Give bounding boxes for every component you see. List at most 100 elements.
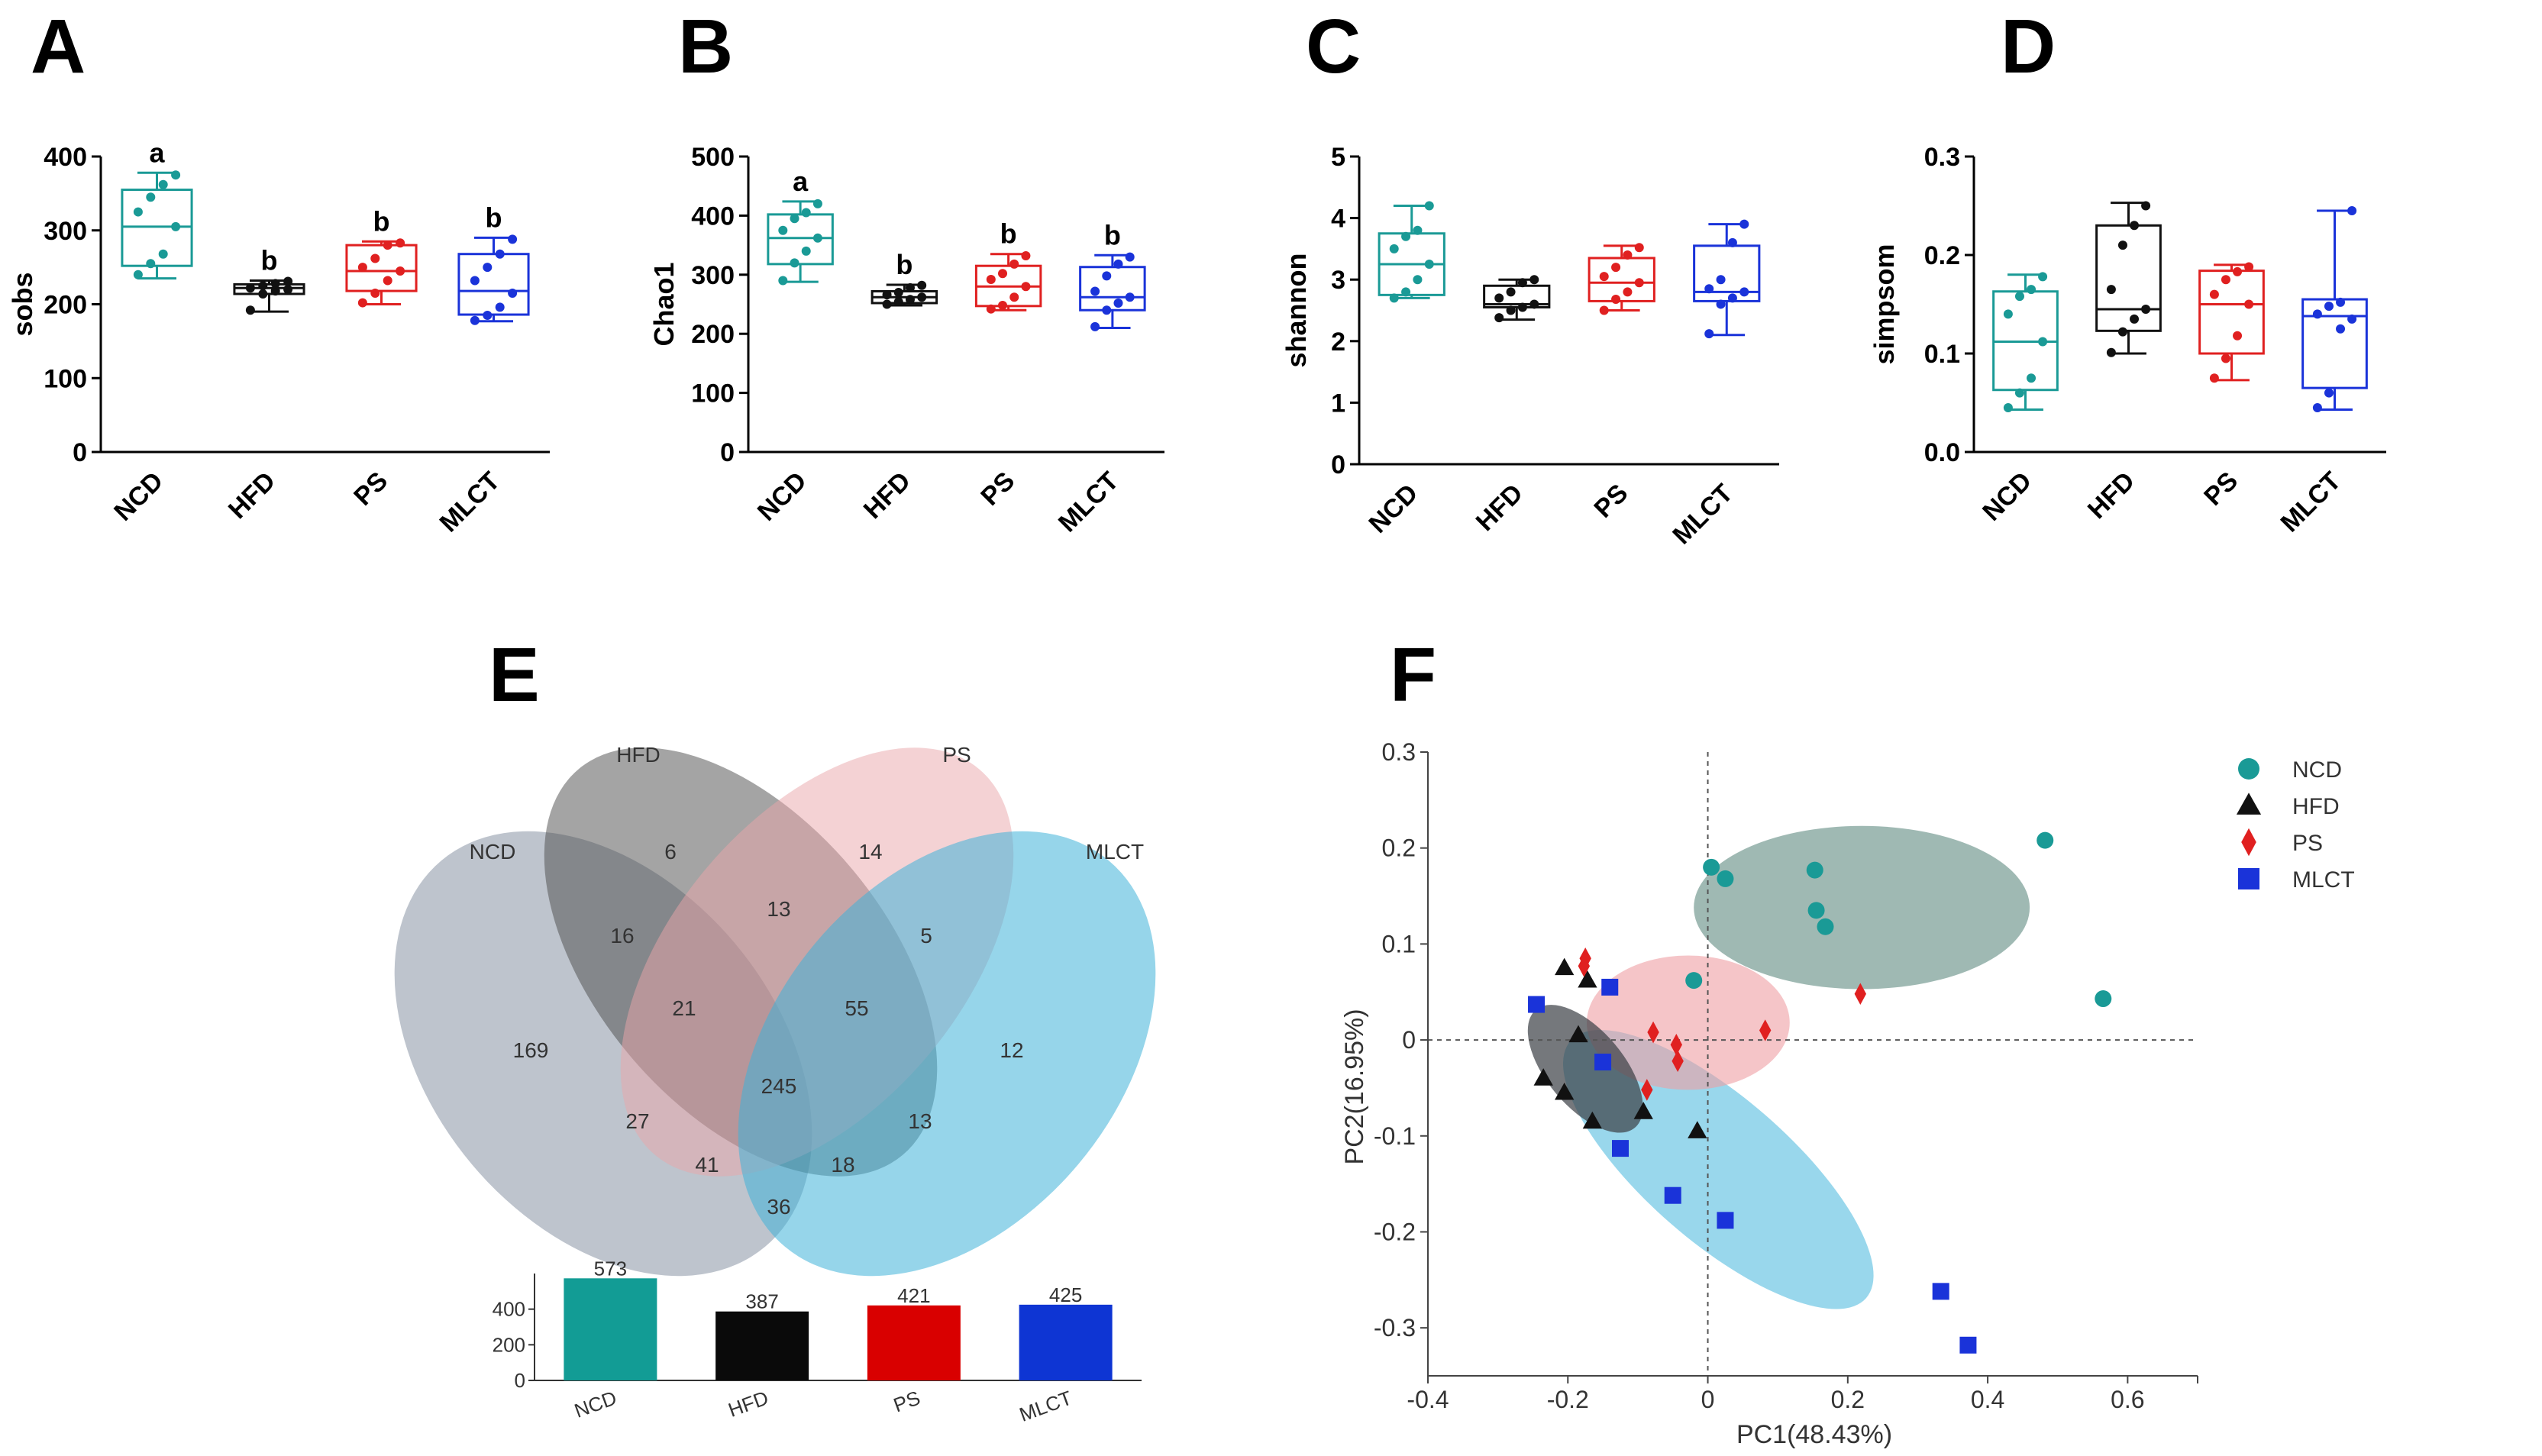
data-point [383,241,392,250]
pca-y-tick-label: -0.3 [1374,1314,1416,1341]
x-tick-label: HFD [1471,479,1529,537]
data-point [1113,298,1123,308]
data-point [1102,271,1112,281]
data-point [801,246,811,256]
bar-value-label: 425 [1049,1283,1082,1306]
pca-scatter: 0.3 0.2 0.1 0 -0.1 -0.2 -0.3 -0.4 -0.2 0 0.2 0.4 0.6… [1340,738,2355,1449]
y-tick-label: 400 [44,143,87,172]
bar-y-tick-label: 0 [515,1369,525,1392]
significance-letter: b [896,249,912,280]
box-ps [1588,257,1655,302]
data-point [1611,294,1621,304]
panel-letter-e: E [489,632,540,718]
panel-letter-b: B [678,4,733,89]
y-axis-label: Chao1 [648,262,680,346]
data-point [2106,347,2116,357]
data-point [171,170,181,180]
pca-point-mlct [1717,1212,1734,1229]
box-mlct [457,253,530,316]
venn-region-ps-mlct: 5 [920,924,932,948]
y-tick-label: 200 [44,291,87,320]
data-point [1494,293,1504,303]
venn-label-mlct: MLCT [1086,840,1144,864]
data-point [1529,299,1539,309]
pca-point-hfd [1688,1121,1707,1138]
bar-ncd [564,1278,657,1380]
data-point [1727,237,1737,247]
data-point [2027,373,2037,383]
panel-letter-d: D [2001,4,2056,89]
bar-ps [867,1305,961,1380]
y-tick-label: 100 [691,379,735,408]
legend-marker-hfd [2236,793,2262,815]
significance-letter: b [486,202,502,233]
x-tick-label: NCD [1977,467,2037,527]
pca-point-hfd [1555,1083,1575,1100]
bar-category-label: MLCT [1016,1386,1075,1425]
data-point [2347,314,2357,324]
y-tick-label: 500 [691,143,735,172]
data-point [1529,275,1539,285]
venn-region-mlct-only: 12 [1000,1038,1023,1062]
data-point [495,302,505,312]
x-tick-label: PS [2198,467,2243,512]
ellipse-ncd [1694,825,2030,989]
pca-point-mlct [1932,1283,1949,1300]
pca-y-tick-label: 0.2 [1382,835,1416,862]
pca-point-hfd [1633,1102,1653,1119]
bar-hfd [715,1311,809,1380]
y-tick-label: 300 [691,261,735,290]
data-point [1021,251,1031,261]
data-point [2038,272,2048,282]
y-tick-label: 4 [1331,205,1345,234]
data-point [2324,388,2334,398]
venn-region-ncd-hfd: 16 [610,924,634,948]
data-point [801,208,811,218]
y-tick-label: 0 [720,438,735,467]
data-point [2038,337,2048,347]
data-point [1009,292,1019,302]
pca-point-mlct [1601,978,1619,996]
legend-label-ncd: NCD [2292,757,2342,783]
data-point [1599,305,1609,315]
pca-point-mlct [1959,1336,1977,1354]
venn-label-ps: PS [942,743,971,767]
pca-point-ps [1759,1019,1772,1041]
bar-y-tick-label: 200 [493,1333,525,1356]
data-point [2209,289,2219,299]
box-mlct [1079,266,1146,312]
data-point [483,311,493,321]
venn-region-ncd-hfd-ps: 21 [672,996,696,1020]
data-point [1113,259,1123,269]
x-tick-label: HFD [2082,467,2140,525]
pca-point-ncd [1806,861,1823,879]
y-axis-label: sobs [7,272,38,336]
data-point [917,292,927,302]
venn-bar-chart: 0 200 400 573 NCD 387 HFD 421 PS 425 MLCT [493,1257,1142,1426]
x-tick-label: MLCT [1053,467,1125,538]
pca-point-ps [1641,1079,1653,1101]
data-point [1102,305,1112,315]
data-point [245,305,255,315]
x-tick-label: NCD [1363,479,1423,539]
y-tick-label: 400 [691,202,735,231]
venn-region-ncd-ps-mlct: 41 [695,1153,719,1177]
data-point [998,269,1008,279]
ellipse-ps [1587,955,1790,1090]
legend-marker-ncd [2238,758,2259,780]
data-point [790,258,799,268]
venn-diagram: NCD HFD PS MLCT 169 6 14 12 16 13 5 21 5… [394,743,1156,1277]
venn-region-ncd-mlct: 36 [767,1195,790,1219]
data-point [986,274,996,284]
data-point [778,276,788,286]
data-point [2003,402,2013,412]
pca-point-mlct [1612,1140,1629,1157]
data-point [1424,260,1434,270]
data-point [483,263,493,273]
data-point [1413,275,1423,285]
x-tick-label: MLCT [2276,467,2347,538]
data-point [2347,205,2357,215]
data-point [882,299,892,309]
venn-region-hfd-mlct: 13 [908,1109,932,1133]
data-point [133,207,143,217]
